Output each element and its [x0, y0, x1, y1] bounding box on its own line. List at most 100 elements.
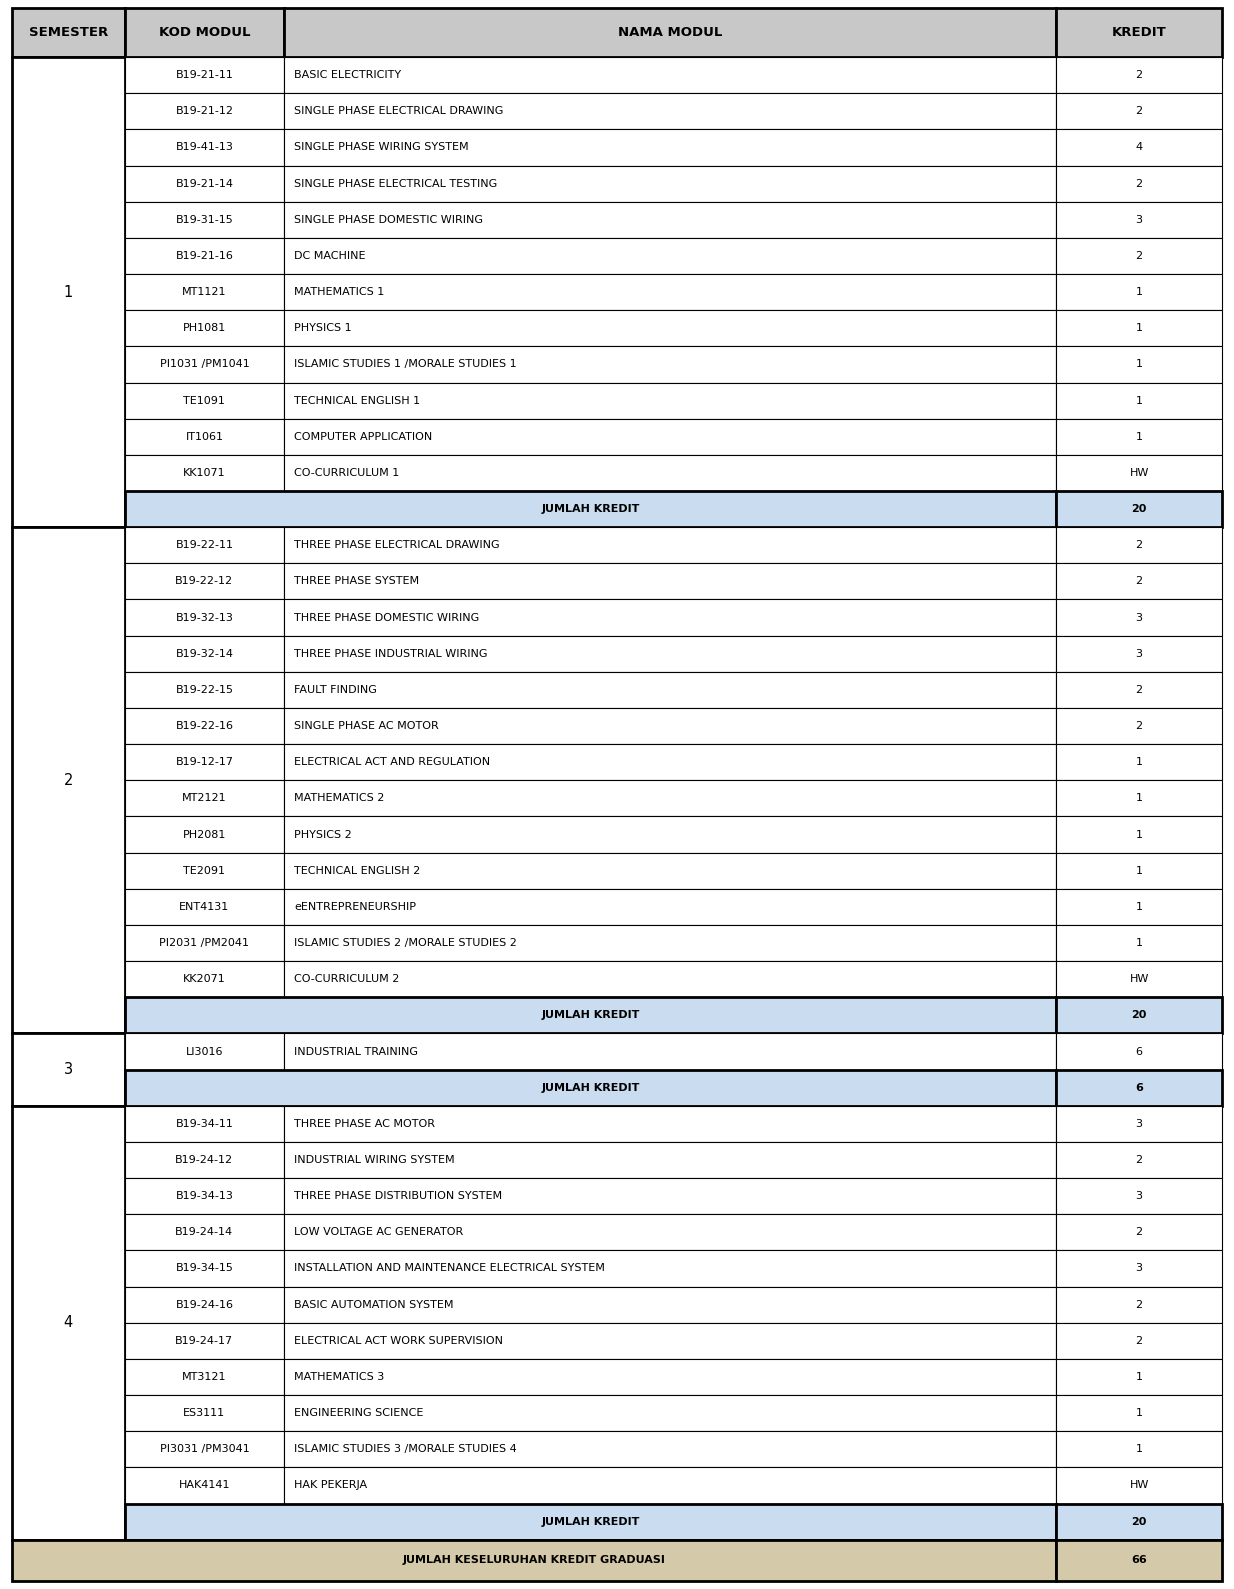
- Text: CO-CURRICULUM 2: CO-CURRICULUM 2: [294, 974, 400, 984]
- Bar: [284, 709, 1056, 744]
- Text: KREDIT: KREDIT: [1112, 25, 1166, 40]
- Text: THREE PHASE ELECTRICAL DRAWING: THREE PHASE ELECTRICAL DRAWING: [294, 540, 500, 550]
- Bar: [1056, 853, 1222, 888]
- Bar: [284, 1106, 1056, 1142]
- Bar: [284, 238, 1056, 273]
- Bar: [125, 8, 284, 57]
- Text: BASIC ELECTRICITY: BASIC ELECTRICITY: [294, 70, 401, 79]
- Bar: [1056, 129, 1222, 165]
- Bar: [125, 744, 284, 780]
- Bar: [284, 202, 1056, 238]
- Text: INSTALLATION AND MAINTENANCE ELECTRICAL SYSTEM: INSTALLATION AND MAINTENANCE ELECTRICAL …: [294, 1263, 605, 1273]
- Text: 3: 3: [1135, 1119, 1143, 1128]
- Bar: [125, 165, 284, 202]
- Text: FAULT FINDING: FAULT FINDING: [294, 685, 378, 694]
- Text: SINGLE PHASE WIRING SYSTEM: SINGLE PHASE WIRING SYSTEM: [294, 143, 469, 153]
- Text: 2: 2: [1135, 70, 1143, 79]
- Bar: [284, 1287, 1056, 1322]
- Bar: [125, 310, 284, 346]
- Text: B19-22-11: B19-22-11: [175, 540, 233, 550]
- Text: B19-24-17: B19-24-17: [175, 1336, 233, 1346]
- Text: 1: 1: [1135, 432, 1143, 442]
- Text: 3: 3: [64, 1061, 73, 1077]
- Bar: [284, 165, 1056, 202]
- Bar: [125, 961, 284, 998]
- Bar: [12, 1540, 1056, 1581]
- Bar: [284, 672, 1056, 709]
- Text: B19-24-12: B19-24-12: [175, 1155, 233, 1165]
- Bar: [284, 346, 1056, 383]
- Text: B19-32-14: B19-32-14: [175, 648, 233, 659]
- Text: B19-22-15: B19-22-15: [175, 685, 233, 694]
- Text: MATHEMATICS 1: MATHEMATICS 1: [294, 288, 385, 297]
- Bar: [1056, 744, 1222, 780]
- Text: 2: 2: [64, 772, 73, 788]
- Bar: [1056, 780, 1222, 817]
- Text: LOW VOLTAGE AC GENERATOR: LOW VOLTAGE AC GENERATOR: [294, 1227, 464, 1238]
- Text: PI2031 /PM2041: PI2031 /PM2041: [159, 938, 249, 949]
- Text: B19-22-12: B19-22-12: [175, 577, 233, 586]
- Text: COMPUTER APPLICATION: COMPUTER APPLICATION: [294, 432, 432, 442]
- Text: MT3121: MT3121: [183, 1371, 227, 1382]
- Bar: [125, 202, 284, 238]
- Bar: [1056, 346, 1222, 383]
- Text: 3: 3: [1135, 648, 1143, 659]
- Bar: [125, 672, 284, 709]
- Bar: [284, 1467, 1056, 1503]
- Text: ELECTRICAL ACT AND REGULATION: ELECTRICAL ACT AND REGULATION: [294, 758, 490, 767]
- Text: 1: 1: [1135, 323, 1143, 334]
- Text: B19-21-16: B19-21-16: [175, 251, 233, 261]
- Bar: [284, 1359, 1056, 1395]
- Bar: [125, 1106, 284, 1142]
- Bar: [1056, 1322, 1222, 1359]
- Text: BASIC AUTOMATION SYSTEM: BASIC AUTOMATION SYSTEM: [294, 1300, 454, 1309]
- Bar: [284, 1177, 1056, 1214]
- Bar: [1056, 961, 1222, 998]
- Bar: [1056, 165, 1222, 202]
- Bar: [125, 1069, 1056, 1106]
- Text: JUMLAH KESELURUHAN KREDIT GRADUASI: JUMLAH KESELURUHAN KREDIT GRADUASI: [402, 1556, 665, 1565]
- Bar: [125, 346, 284, 383]
- Bar: [1056, 1287, 1222, 1322]
- Bar: [284, 418, 1056, 454]
- Text: 1: 1: [1135, 1444, 1143, 1454]
- Bar: [284, 817, 1056, 853]
- Text: INDUSTRIAL TRAINING: INDUSTRIAL TRAINING: [294, 1047, 418, 1057]
- Bar: [284, 1142, 1056, 1177]
- Text: 2: 2: [1135, 1336, 1143, 1346]
- Text: 1: 1: [1135, 1408, 1143, 1417]
- Text: 2: 2: [1135, 1155, 1143, 1165]
- Bar: [125, 1322, 284, 1359]
- Bar: [284, 1033, 1056, 1069]
- Text: ISLAMIC STUDIES 3 /MORALE STUDIES 4: ISLAMIC STUDIES 3 /MORALE STUDIES 4: [294, 1444, 517, 1454]
- Text: 20: 20: [1132, 1011, 1146, 1020]
- Bar: [1056, 672, 1222, 709]
- Text: 1: 1: [1135, 866, 1143, 876]
- Bar: [125, 1395, 284, 1432]
- Bar: [284, 853, 1056, 888]
- Bar: [1056, 1106, 1222, 1142]
- Bar: [1056, 8, 1222, 57]
- Text: 2: 2: [1135, 540, 1143, 550]
- Text: 2: 2: [1135, 1300, 1143, 1309]
- Bar: [125, 817, 284, 853]
- Text: THREE PHASE DISTRIBUTION SYSTEM: THREE PHASE DISTRIBUTION SYSTEM: [294, 1192, 502, 1201]
- Text: DC MACHINE: DC MACHINE: [294, 251, 365, 261]
- Text: THREE PHASE AC MOTOR: THREE PHASE AC MOTOR: [294, 1119, 436, 1128]
- Text: 3: 3: [1135, 613, 1143, 623]
- Bar: [125, 599, 284, 636]
- Bar: [1056, 925, 1222, 961]
- Text: B19-22-16: B19-22-16: [175, 721, 233, 731]
- Text: JUMLAH KREDIT: JUMLAH KREDIT: [542, 504, 639, 515]
- Text: MATHEMATICS 2: MATHEMATICS 2: [294, 793, 385, 804]
- Bar: [1056, 1069, 1222, 1106]
- Bar: [284, 961, 1056, 998]
- Bar: [125, 1467, 284, 1503]
- Bar: [1056, 1503, 1222, 1540]
- Text: 1: 1: [1135, 829, 1143, 839]
- Bar: [1056, 202, 1222, 238]
- Bar: [125, 94, 284, 129]
- Text: 6: 6: [1135, 1082, 1143, 1093]
- Bar: [125, 383, 284, 418]
- Text: SINGLE PHASE ELECTRICAL DRAWING: SINGLE PHASE ELECTRICAL DRAWING: [294, 106, 503, 116]
